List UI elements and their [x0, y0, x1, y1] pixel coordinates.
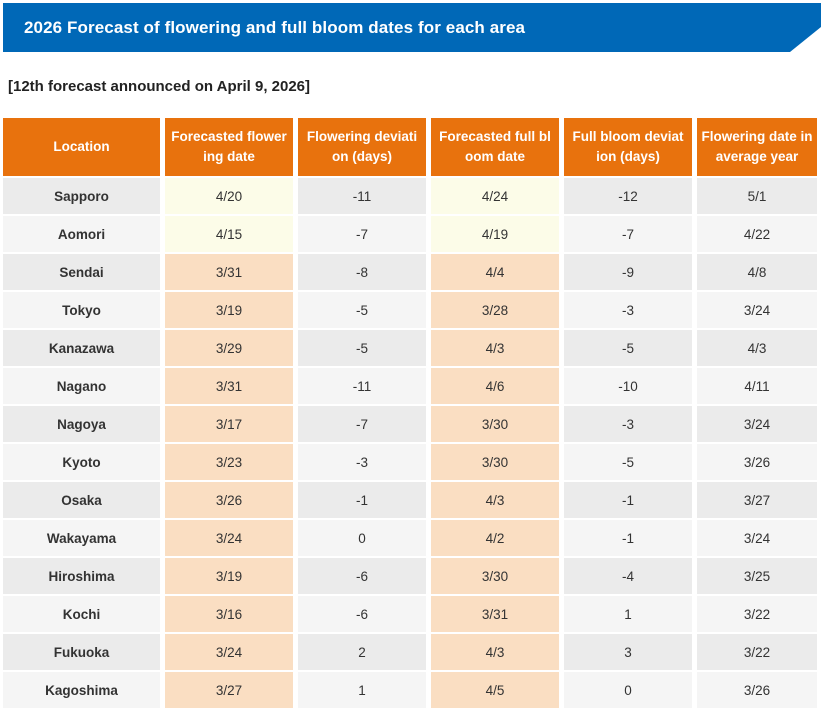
flowering-deviation-cell: 2	[298, 634, 426, 670]
forecasted-full-bloom-cell: 4/24	[431, 178, 559, 214]
page-title: 2026 Forecast of flowering and full bloo…	[24, 17, 526, 37]
forecasted-flowering-cell: 3/29	[165, 330, 293, 366]
flowering-deviation-cell: -3	[298, 444, 426, 480]
column-header-average_year: Flowering date in average year	[697, 118, 817, 176]
forecasted-flowering-cell: 3/19	[165, 558, 293, 594]
forecasted-flowering-cell: 3/23	[165, 444, 293, 480]
column-header-flowering_deviation: Flowering deviati on (days)	[298, 118, 426, 176]
full-bloom-deviation-cell: -1	[564, 520, 692, 556]
page-title-banner: 2026 Forecast of flowering and full bloo…	[3, 3, 821, 52]
average-year-cell: 4/3	[697, 330, 817, 366]
flowering-deviation-cell: -11	[298, 178, 426, 214]
forecasted-flowering-cell: 3/27	[165, 672, 293, 708]
forecasted-full-bloom-cell: 3/30	[431, 444, 559, 480]
average-year-cell: 4/8	[697, 254, 817, 290]
forecasted-flowering-cell: 3/31	[165, 254, 293, 290]
forecasted-full-bloom-cell: 4/5	[431, 672, 559, 708]
forecasted-full-bloom-cell: 4/6	[431, 368, 559, 404]
location-cell: Sapporo	[3, 178, 160, 214]
full-bloom-deviation-cell: -5	[564, 330, 692, 366]
flowering-deviation-cell: -6	[298, 596, 426, 632]
flowering-deviation-cell: 0	[298, 520, 426, 556]
forecasted-full-bloom-cell: 4/3	[431, 482, 559, 518]
average-year-cell: 4/11	[697, 368, 817, 404]
full-bloom-deviation-cell: 1	[564, 596, 692, 632]
full-bloom-deviation-cell: -3	[564, 292, 692, 328]
average-year-cell: 4/22	[697, 216, 817, 252]
flowering-deviation-cell: -7	[298, 216, 426, 252]
flowering-deviation-cell: -7	[298, 406, 426, 442]
average-year-cell: 3/24	[697, 292, 817, 328]
flowering-deviation-cell: -6	[298, 558, 426, 594]
flowering-deviation-cell: -8	[298, 254, 426, 290]
full-bloom-deviation-cell: -4	[564, 558, 692, 594]
location-cell: Kyoto	[3, 444, 160, 480]
location-cell: Hiroshima	[3, 558, 160, 594]
flowering-deviation-cell: -1	[298, 482, 426, 518]
average-year-cell: 3/26	[697, 672, 817, 708]
forecasted-full-bloom-cell: 3/31	[431, 596, 559, 632]
forecasted-flowering-cell: 4/20	[165, 178, 293, 214]
location-cell: Aomori	[3, 216, 160, 252]
location-cell: Fukuoka	[3, 634, 160, 670]
forecasted-full-bloom-cell: 4/4	[431, 254, 559, 290]
flowering-deviation-cell: -5	[298, 330, 426, 366]
full-bloom-deviation-cell: 3	[564, 634, 692, 670]
full-bloom-deviation-cell: -3	[564, 406, 692, 442]
flowering-deviation-cell: -5	[298, 292, 426, 328]
average-year-cell: 3/24	[697, 406, 817, 442]
average-year-cell: 5/1	[697, 178, 817, 214]
forecasted-full-bloom-cell: 4/3	[431, 634, 559, 670]
column-header-location: Location	[3, 118, 160, 176]
average-year-cell: 3/22	[697, 596, 817, 632]
full-bloom-deviation-cell: -5	[564, 444, 692, 480]
forecasted-flowering-cell: 4/15	[165, 216, 293, 252]
average-year-cell: 3/24	[697, 520, 817, 556]
full-bloom-deviation-cell: 0	[564, 672, 692, 708]
forecasted-full-bloom-cell: 4/19	[431, 216, 559, 252]
location-cell: Nagoya	[3, 406, 160, 442]
full-bloom-deviation-cell: -7	[564, 216, 692, 252]
full-bloom-deviation-cell: -10	[564, 368, 692, 404]
forecasted-flowering-cell: 3/26	[165, 482, 293, 518]
forecasted-full-bloom-cell: 3/30	[431, 406, 559, 442]
forecasted-flowering-cell: 3/24	[165, 634, 293, 670]
forecasted-flowering-cell: 3/19	[165, 292, 293, 328]
average-year-cell: 3/22	[697, 634, 817, 670]
location-cell: Nagano	[3, 368, 160, 404]
flowering-deviation-cell: -11	[298, 368, 426, 404]
location-cell: Sendai	[3, 254, 160, 290]
flowering-deviation-cell: 1	[298, 672, 426, 708]
forecasted-flowering-cell: 3/31	[165, 368, 293, 404]
column-header-forecasted_flowering: Forecasted flower ing date	[165, 118, 293, 176]
forecasted-flowering-cell: 3/17	[165, 406, 293, 442]
forecasted-full-bloom-cell: 3/28	[431, 292, 559, 328]
location-cell: Kochi	[3, 596, 160, 632]
average-year-cell: 3/27	[697, 482, 817, 518]
location-cell: Kanazawa	[3, 330, 160, 366]
average-year-cell: 3/26	[697, 444, 817, 480]
forecasted-full-bloom-cell: 3/30	[431, 558, 559, 594]
column-header-forecasted_full_bloom: Forecasted full bl oom date	[431, 118, 559, 176]
location-cell: Tokyo	[3, 292, 160, 328]
forecasted-full-bloom-cell: 4/2	[431, 520, 559, 556]
forecasted-flowering-cell: 3/24	[165, 520, 293, 556]
full-bloom-deviation-cell: -9	[564, 254, 692, 290]
forecast-table: Location Forecasted flower ing date Flower…	[3, 118, 817, 708]
location-cell: Kagoshima	[3, 672, 160, 708]
forecast-announcement-text: [12th forecast announced on April 9, 202…	[8, 78, 311, 95]
full-bloom-deviation-cell: -1	[564, 482, 692, 518]
column-header-full_bloom_deviation: Full bloom deviat ion (days)	[564, 118, 692, 176]
average-year-cell: 3/25	[697, 558, 817, 594]
forecasted-full-bloom-cell: 4/3	[431, 330, 559, 366]
forecasted-flowering-cell: 3/16	[165, 596, 293, 632]
location-cell: Wakayama	[3, 520, 160, 556]
full-bloom-deviation-cell: -12	[564, 178, 692, 214]
location-cell: Osaka	[3, 482, 160, 518]
